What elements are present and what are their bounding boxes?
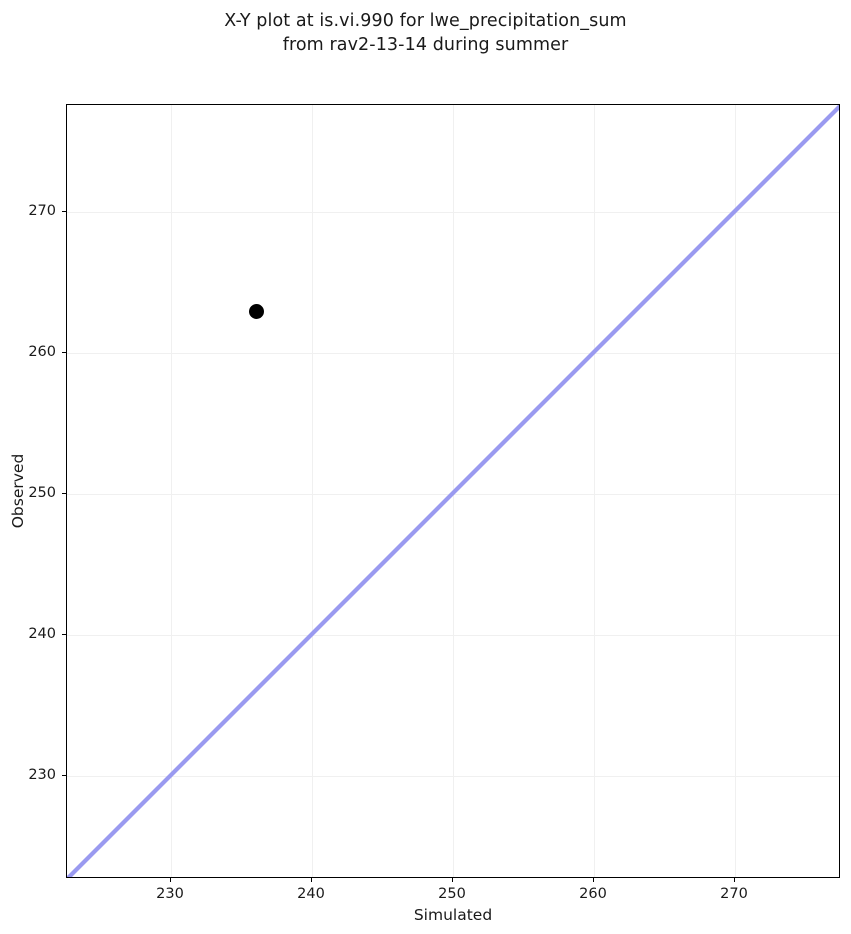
ytick-mark-240: [62, 633, 66, 635]
gridline-vertical-240: [311, 105, 313, 877]
ytick-mark-230: [62, 774, 66, 776]
xtick-label-230: 230: [156, 886, 184, 902]
y-axis-label: Observed: [9, 453, 27, 529]
xtick-label-240: 240: [297, 886, 325, 902]
ytick-label-230: 230: [28, 767, 56, 783]
ytick-label-270: 270: [28, 203, 56, 219]
ytick-label-260: 260: [28, 344, 56, 360]
xtick-label-250: 250: [438, 886, 466, 902]
x-axis-label: Simulated: [413, 906, 493, 924]
xtick-mark-270: [733, 878, 735, 882]
chart-title: X-Y plot at is.vi.990 for lwe_precipitat…: [224, 11, 627, 55]
plot-area: [66, 104, 840, 878]
ytick-label-240: 240: [28, 626, 56, 642]
ytick-mark-260: [62, 351, 66, 353]
xtick-mark-240: [310, 878, 312, 882]
gridline-vertical-230: [170, 105, 172, 877]
xtick-mark-230: [169, 878, 171, 882]
xtick-label-270: 270: [720, 886, 748, 902]
data-point[interactable]: [248, 303, 264, 319]
xtick-mark-250: [451, 878, 453, 882]
ytick-mark-250: [62, 492, 66, 494]
gridline-horizontal-230: [67, 775, 839, 777]
gridline-horizontal-270: [67, 211, 839, 213]
xtick-mark-260: [592, 878, 594, 882]
ytick-label-250: 250: [28, 485, 56, 501]
gridline-vertical-260: [593, 105, 595, 877]
gridline-horizontal-260: [67, 352, 839, 354]
identity-line: [67, 105, 839, 877]
xtick-label-260: 260: [579, 886, 607, 902]
ytick-mark-270: [62, 210, 66, 212]
gridline-vertical-270: [734, 105, 736, 877]
gridline-horizontal-240: [67, 634, 839, 636]
